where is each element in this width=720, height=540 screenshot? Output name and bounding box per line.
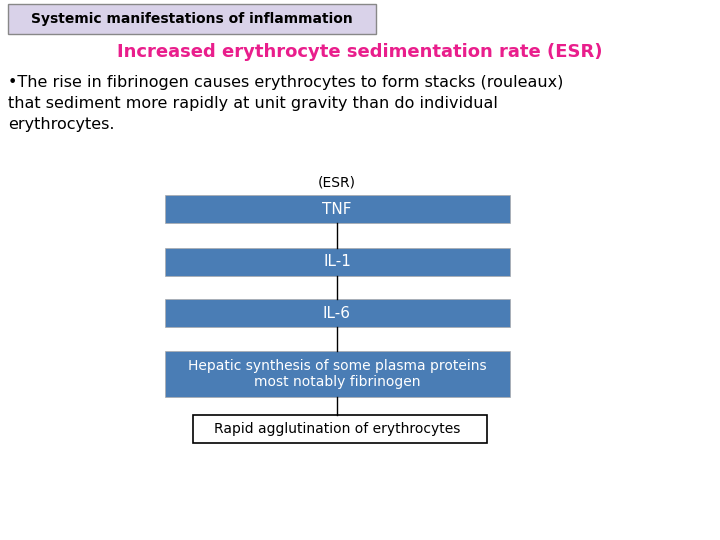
Text: Increased erythrocyte sedimentation rate (ESR): Increased erythrocyte sedimentation rate… [117, 43, 603, 61]
Text: (ESR): (ESR) [318, 176, 356, 190]
FancyBboxPatch shape [193, 415, 487, 443]
Text: IL-1: IL-1 [323, 254, 351, 269]
Text: IL-6: IL-6 [323, 306, 351, 321]
Text: TNF: TNF [323, 201, 352, 217]
Text: •The rise in fibrinogen causes erythrocytes to form stacks (rouleaux)
that sedim: •The rise in fibrinogen causes erythrocy… [8, 75, 563, 132]
FancyBboxPatch shape [165, 195, 510, 223]
Text: Systemic manifestations of inflammation: Systemic manifestations of inflammation [31, 12, 353, 26]
FancyBboxPatch shape [165, 351, 510, 397]
Text: Rapid agglutination of erythrocytes: Rapid agglutination of erythrocytes [214, 422, 460, 436]
FancyBboxPatch shape [8, 4, 376, 34]
Text: Hepatic synthesis of some plasma proteins
most notably fibrinogen: Hepatic synthesis of some plasma protein… [188, 359, 486, 389]
FancyBboxPatch shape [165, 299, 510, 327]
FancyBboxPatch shape [165, 248, 510, 276]
